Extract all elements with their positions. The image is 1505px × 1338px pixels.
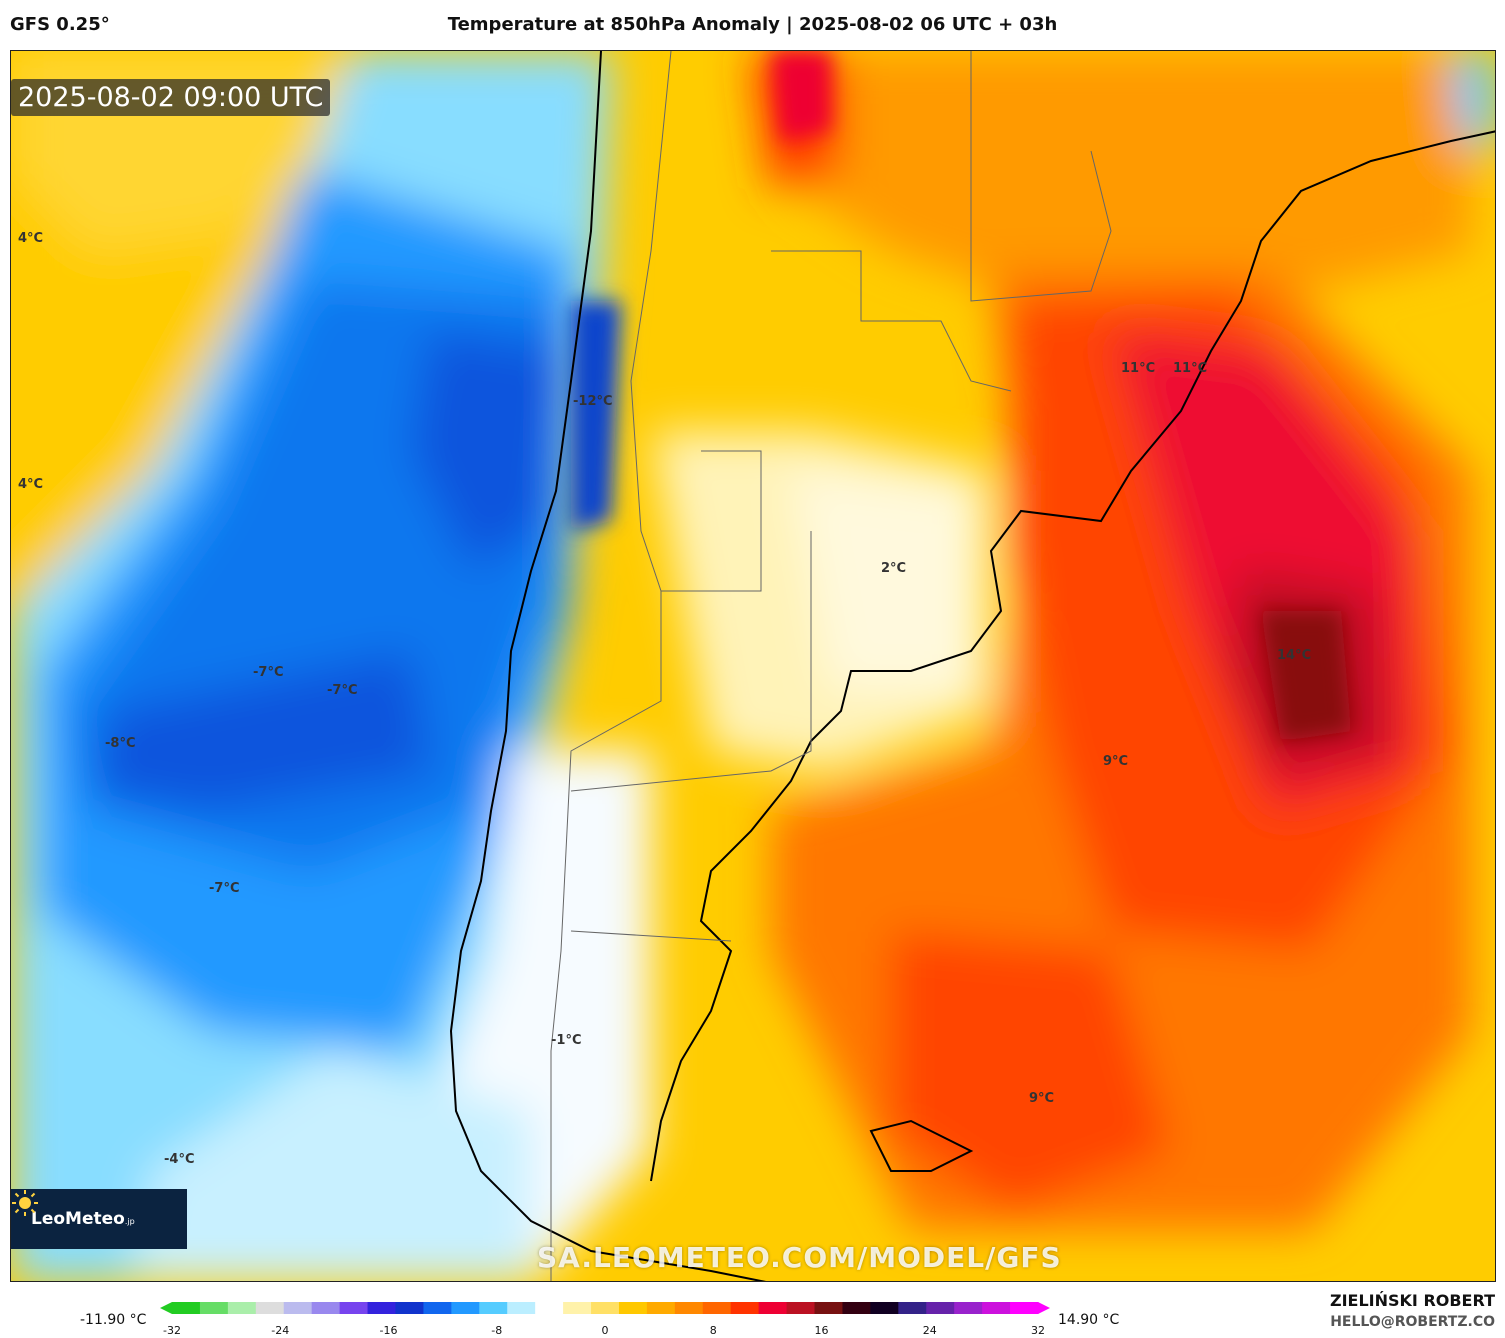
temp-label: -1°C — [551, 1033, 582, 1048]
temp-label: 9°C — [1029, 1091, 1055, 1106]
colorbar — [160, 1302, 1050, 1314]
colorbar-swatch — [1010, 1302, 1039, 1314]
colorbar-swatch — [311, 1302, 341, 1314]
colorbar-swatch — [227, 1302, 257, 1314]
colorbar-swatch — [479, 1302, 508, 1314]
colorbar-min-label: -11.90 °C — [80, 1312, 147, 1328]
colorbar-swatch — [842, 1302, 871, 1314]
colorbar-swatch — [283, 1302, 313, 1314]
colorbar-swatch — [898, 1302, 927, 1314]
borders — [550, 51, 1112, 1281]
author-name: ZIELIŃSKI ROBERT — [1329, 1291, 1495, 1310]
colorbar-tick-label: 32 — [1031, 1324, 1045, 1337]
temp-label: -7°C — [209, 881, 240, 896]
coastline — [449, 51, 1495, 1281]
colorbar-swatch — [395, 1302, 424, 1314]
colorbar-tick-label: -8 — [491, 1324, 503, 1337]
map-panel: 2025-08-02 09:00 UTC 4°C 4°C -12°C -7°C … — [10, 50, 1496, 1282]
temp-label: 2°C — [881, 561, 907, 576]
colorbar-swatch — [870, 1302, 899, 1314]
colorbar-swatch — [507, 1302, 536, 1314]
colorbar-swatch — [451, 1302, 480, 1314]
temp-label: -4°C — [164, 1152, 195, 1167]
temp-label: 4°C — [18, 231, 44, 246]
map-title: Temperature at 850hPa Anomaly | 2025-08-… — [447, 14, 1058, 35]
colorbar-swatch — [591, 1302, 620, 1314]
colorbar-swatch — [339, 1302, 369, 1314]
temp-label: 11°C — [1121, 361, 1156, 376]
colorbar-swatch — [172, 1302, 201, 1314]
timestamp-box: 2025-08-02 09:00 UTC — [11, 79, 331, 116]
temp-label: -8°C — [105, 736, 136, 751]
temp-label: 11°C — [1173, 361, 1208, 376]
colorbar-swatch — [814, 1302, 843, 1314]
colorbar-swatch — [730, 1302, 760, 1314]
anomaly-field — [11, 51, 1495, 1281]
colorbar-swatch — [646, 1302, 676, 1314]
colorbar-tick-label: -24 — [271, 1324, 290, 1337]
colorbar-swatch — [674, 1302, 704, 1314]
colorbar-max-label: 14.90 °C — [1058, 1312, 1120, 1328]
temp-label: 9°C — [1103, 754, 1129, 769]
watermark: SA.LEOMETEO.COM/MODEL/GFS — [537, 1241, 1062, 1274]
colorbar-tick-label: -32 — [163, 1324, 181, 1337]
temp-label: -12°C — [573, 394, 613, 409]
colorbar-min-arrow — [160, 1302, 172, 1314]
colorbar-swatch — [954, 1302, 983, 1314]
colorbar-swatch — [982, 1302, 1011, 1314]
colorbar-tick-label: 8 — [709, 1324, 717, 1337]
colorbar-swatch — [758, 1302, 788, 1314]
colorbar-tick-label: 16 — [814, 1324, 829, 1337]
colorbar-swatch — [618, 1302, 648, 1314]
colorbar-swatch — [199, 1302, 229, 1314]
colorbar-swatch — [702, 1302, 732, 1314]
colorbar-max-arrow — [1038, 1302, 1050, 1314]
colorbar-swatch — [423, 1302, 452, 1314]
colorbar-swatch — [255, 1302, 285, 1314]
temp-label: 14°C — [1277, 648, 1312, 663]
temp-label: -7°C — [327, 683, 358, 698]
colorbar-swatch — [367, 1302, 396, 1314]
temp-label: 4°C — [18, 477, 44, 492]
author-email: HELLO@ROBERTZ.CO — [1330, 1314, 1495, 1330]
colorbar-tick-label: 24 — [922, 1324, 937, 1337]
leometeo-logo[interactable]: LeoMeteo.jp — [11, 1189, 187, 1249]
colorbar-tick-label: 0 — [601, 1324, 609, 1337]
model-name: GFS 0.25° — [10, 14, 110, 35]
temp-label: -7°C — [253, 665, 284, 680]
colorbar-swatch — [926, 1302, 955, 1314]
colorbar-tick-label: -16 — [379, 1324, 398, 1337]
colorbar-swatch — [786, 1302, 816, 1314]
colorbar-swatch — [535, 1302, 564, 1314]
logo-text: LeoMeteo.jp — [31, 1209, 135, 1229]
colorbar-swatch — [563, 1302, 592, 1314]
